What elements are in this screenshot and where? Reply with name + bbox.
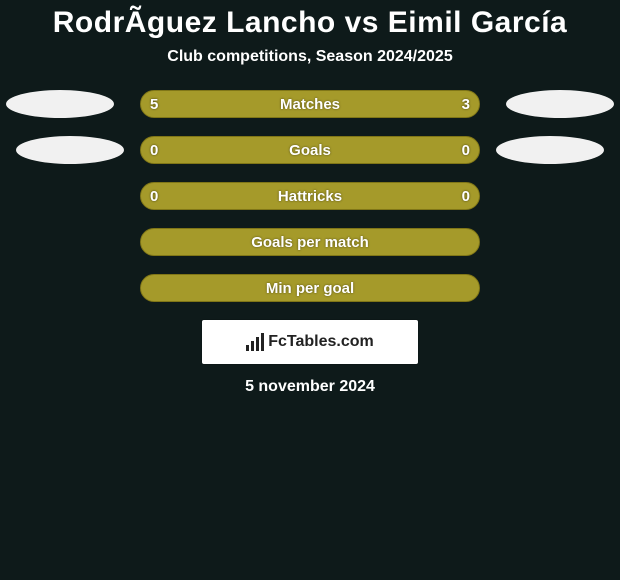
stat-value-right: 3 xyxy=(462,90,470,118)
stat-row: Hattricks 0 0 xyxy=(0,182,620,210)
stat-row: Goals per match xyxy=(0,228,620,256)
stat-value-left: 0 xyxy=(150,136,158,164)
stat-bar: Min per goal xyxy=(140,274,480,302)
stat-row: Goals 0 0 xyxy=(0,136,620,164)
stat-value-right: 0 xyxy=(462,136,470,164)
subtitle: Club competitions, Season 2024/2025 xyxy=(0,48,620,66)
stat-label: Goals xyxy=(289,142,331,159)
stat-rows: Matches 5 3 Goals 0 0 Hattricks 0 0 Goals per mat… xyxy=(0,90,620,302)
stat-label: Hattricks xyxy=(278,188,342,205)
bar-chart-icon xyxy=(246,333,264,351)
stat-value-left: 5 xyxy=(150,90,158,118)
stat-label: Matches xyxy=(280,96,340,113)
player-marker-right xyxy=(506,90,614,118)
date-label: 5 november 2024 xyxy=(0,378,620,396)
page-title: RodrÃ­guez Lancho vs Eimil García xyxy=(0,6,620,40)
comparison-card: RodrÃ­guez Lancho vs Eimil García Club c… xyxy=(0,0,620,580)
stat-label: Min per goal xyxy=(266,280,354,297)
logo-text: FcTables.com xyxy=(268,333,374,351)
logo-badge: FcTables.com xyxy=(202,320,418,364)
stat-row: Min per goal xyxy=(0,274,620,302)
stat-value-left: 0 xyxy=(150,182,158,210)
stat-value-right: 0 xyxy=(462,182,470,210)
stat-bar: Goals xyxy=(140,136,480,164)
stat-label: Goals per match xyxy=(251,234,369,251)
player-marker-left xyxy=(6,90,114,118)
player-marker-right xyxy=(496,136,604,164)
stat-bar: Matches xyxy=(140,90,480,118)
stat-bar: Goals per match xyxy=(140,228,480,256)
stat-row: Matches 5 3 xyxy=(0,90,620,118)
stat-bar: Hattricks xyxy=(140,182,480,210)
player-marker-left xyxy=(16,136,124,164)
